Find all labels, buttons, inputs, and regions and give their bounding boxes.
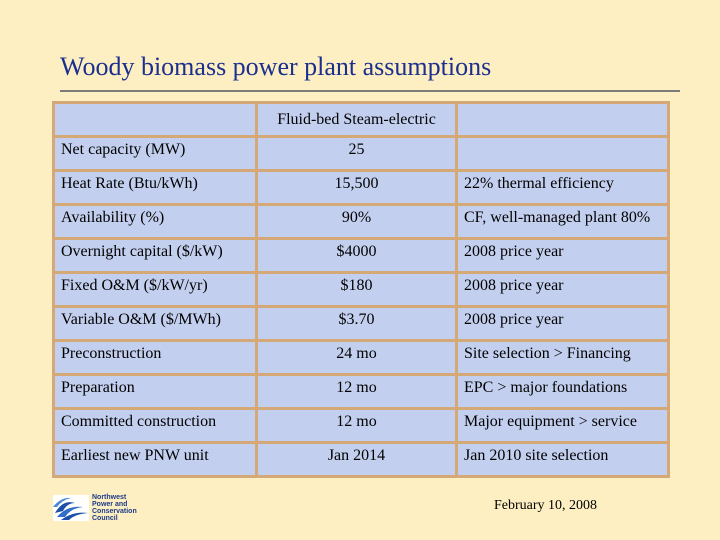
slide-title: Woody biomass power plant assumptions xyxy=(60,52,492,81)
note-cell: Jan 2010 site selection xyxy=(455,441,670,478)
parameter-cell: Overnight capital ($/kW) xyxy=(52,237,258,274)
value-cell: 12 mo xyxy=(255,373,458,410)
parameter-cell: Preconstruction xyxy=(52,339,258,376)
table-row: Committed construction 12 mo Major equipme… xyxy=(52,407,670,444)
council-logo-text: Northwest Power and Conservation Council xyxy=(92,494,137,522)
logo-line: Conservation xyxy=(92,508,137,515)
table-row: Preparation 12 mo EPC > major foundations xyxy=(52,373,670,410)
note-cell: CF, well-managed plant 80% xyxy=(455,203,670,240)
note-cell: 22% thermal efficiency xyxy=(455,169,670,206)
note-cell: 2008 price year xyxy=(455,271,670,308)
note-cell: Site selection > Financing xyxy=(455,339,670,376)
parameter-cell: Fixed O&M ($/kW/yr) xyxy=(52,271,258,308)
parameter-cell: Variable O&M ($/MWh) xyxy=(52,305,258,342)
table-row: Preconstruction 24 mo Site selection > Fin… xyxy=(52,339,670,376)
logo-line: Northwest xyxy=(92,494,127,501)
parameter-cell: Earliest new PNW unit xyxy=(52,441,258,478)
table-row: Earliest new PNW unit Jan 2014 Jan 2010 si… xyxy=(52,441,670,478)
slide-date: February 10, 2008 xyxy=(494,498,598,513)
table-row: Overnight capital ($/kW) $4000 2008 price … xyxy=(52,237,670,274)
table-row: Fixed O&M ($/kW/yr) $180 2008 price year xyxy=(52,271,670,308)
table-row: Net capacity (MW) 25 xyxy=(52,135,670,172)
assumptions-table: Fluid-bed Steam-electric Net capacity (M… xyxy=(52,101,670,478)
header-cell-blank xyxy=(52,101,258,138)
value-cell: 15,500 xyxy=(255,169,458,206)
note-cell: 2008 price year xyxy=(455,237,670,274)
value-cell: $4000 xyxy=(255,237,458,274)
title-divider xyxy=(60,90,680,92)
parameter-cell: Heat Rate (Btu/kWh) xyxy=(52,169,258,206)
header-cell-technology: Fluid-bed Steam-electric xyxy=(255,101,458,138)
logo-line: Power and xyxy=(92,501,128,508)
value-cell: Jan 2014 xyxy=(255,441,458,478)
value-cell: 24 mo xyxy=(255,339,458,376)
table-header-row: Fluid-bed Steam-electric xyxy=(52,101,670,138)
value-cell: 90% xyxy=(255,203,458,240)
parameter-cell: Net capacity (MW) xyxy=(52,135,258,172)
note-cell: Major equipment > service xyxy=(455,407,670,444)
header-cell-notes xyxy=(455,101,670,138)
value-cell: 12 mo xyxy=(255,407,458,444)
parameter-cell: Availability (%) xyxy=(52,203,258,240)
council-wave-logo-icon xyxy=(53,495,89,521)
note-cell: 2008 price year xyxy=(455,305,670,342)
parameter-cell: Committed construction xyxy=(52,407,258,444)
table-row: Variable O&M ($/MWh) $3.70 2008 price year xyxy=(52,305,670,342)
logo-line: Council xyxy=(92,515,118,522)
value-cell: $3.70 xyxy=(255,305,458,342)
parameter-cell: Preparation xyxy=(52,373,258,410)
table-row: Heat Rate (Btu/kWh) 15,500 22% thermal eff… xyxy=(52,169,670,206)
note-cell: EPC > major foundations xyxy=(455,373,670,410)
note-cell xyxy=(455,135,670,172)
table-row: Availability (%) 90% CF, well-managed plan… xyxy=(52,203,670,240)
value-cell: $180 xyxy=(255,271,458,308)
value-cell: 25 xyxy=(255,135,458,172)
